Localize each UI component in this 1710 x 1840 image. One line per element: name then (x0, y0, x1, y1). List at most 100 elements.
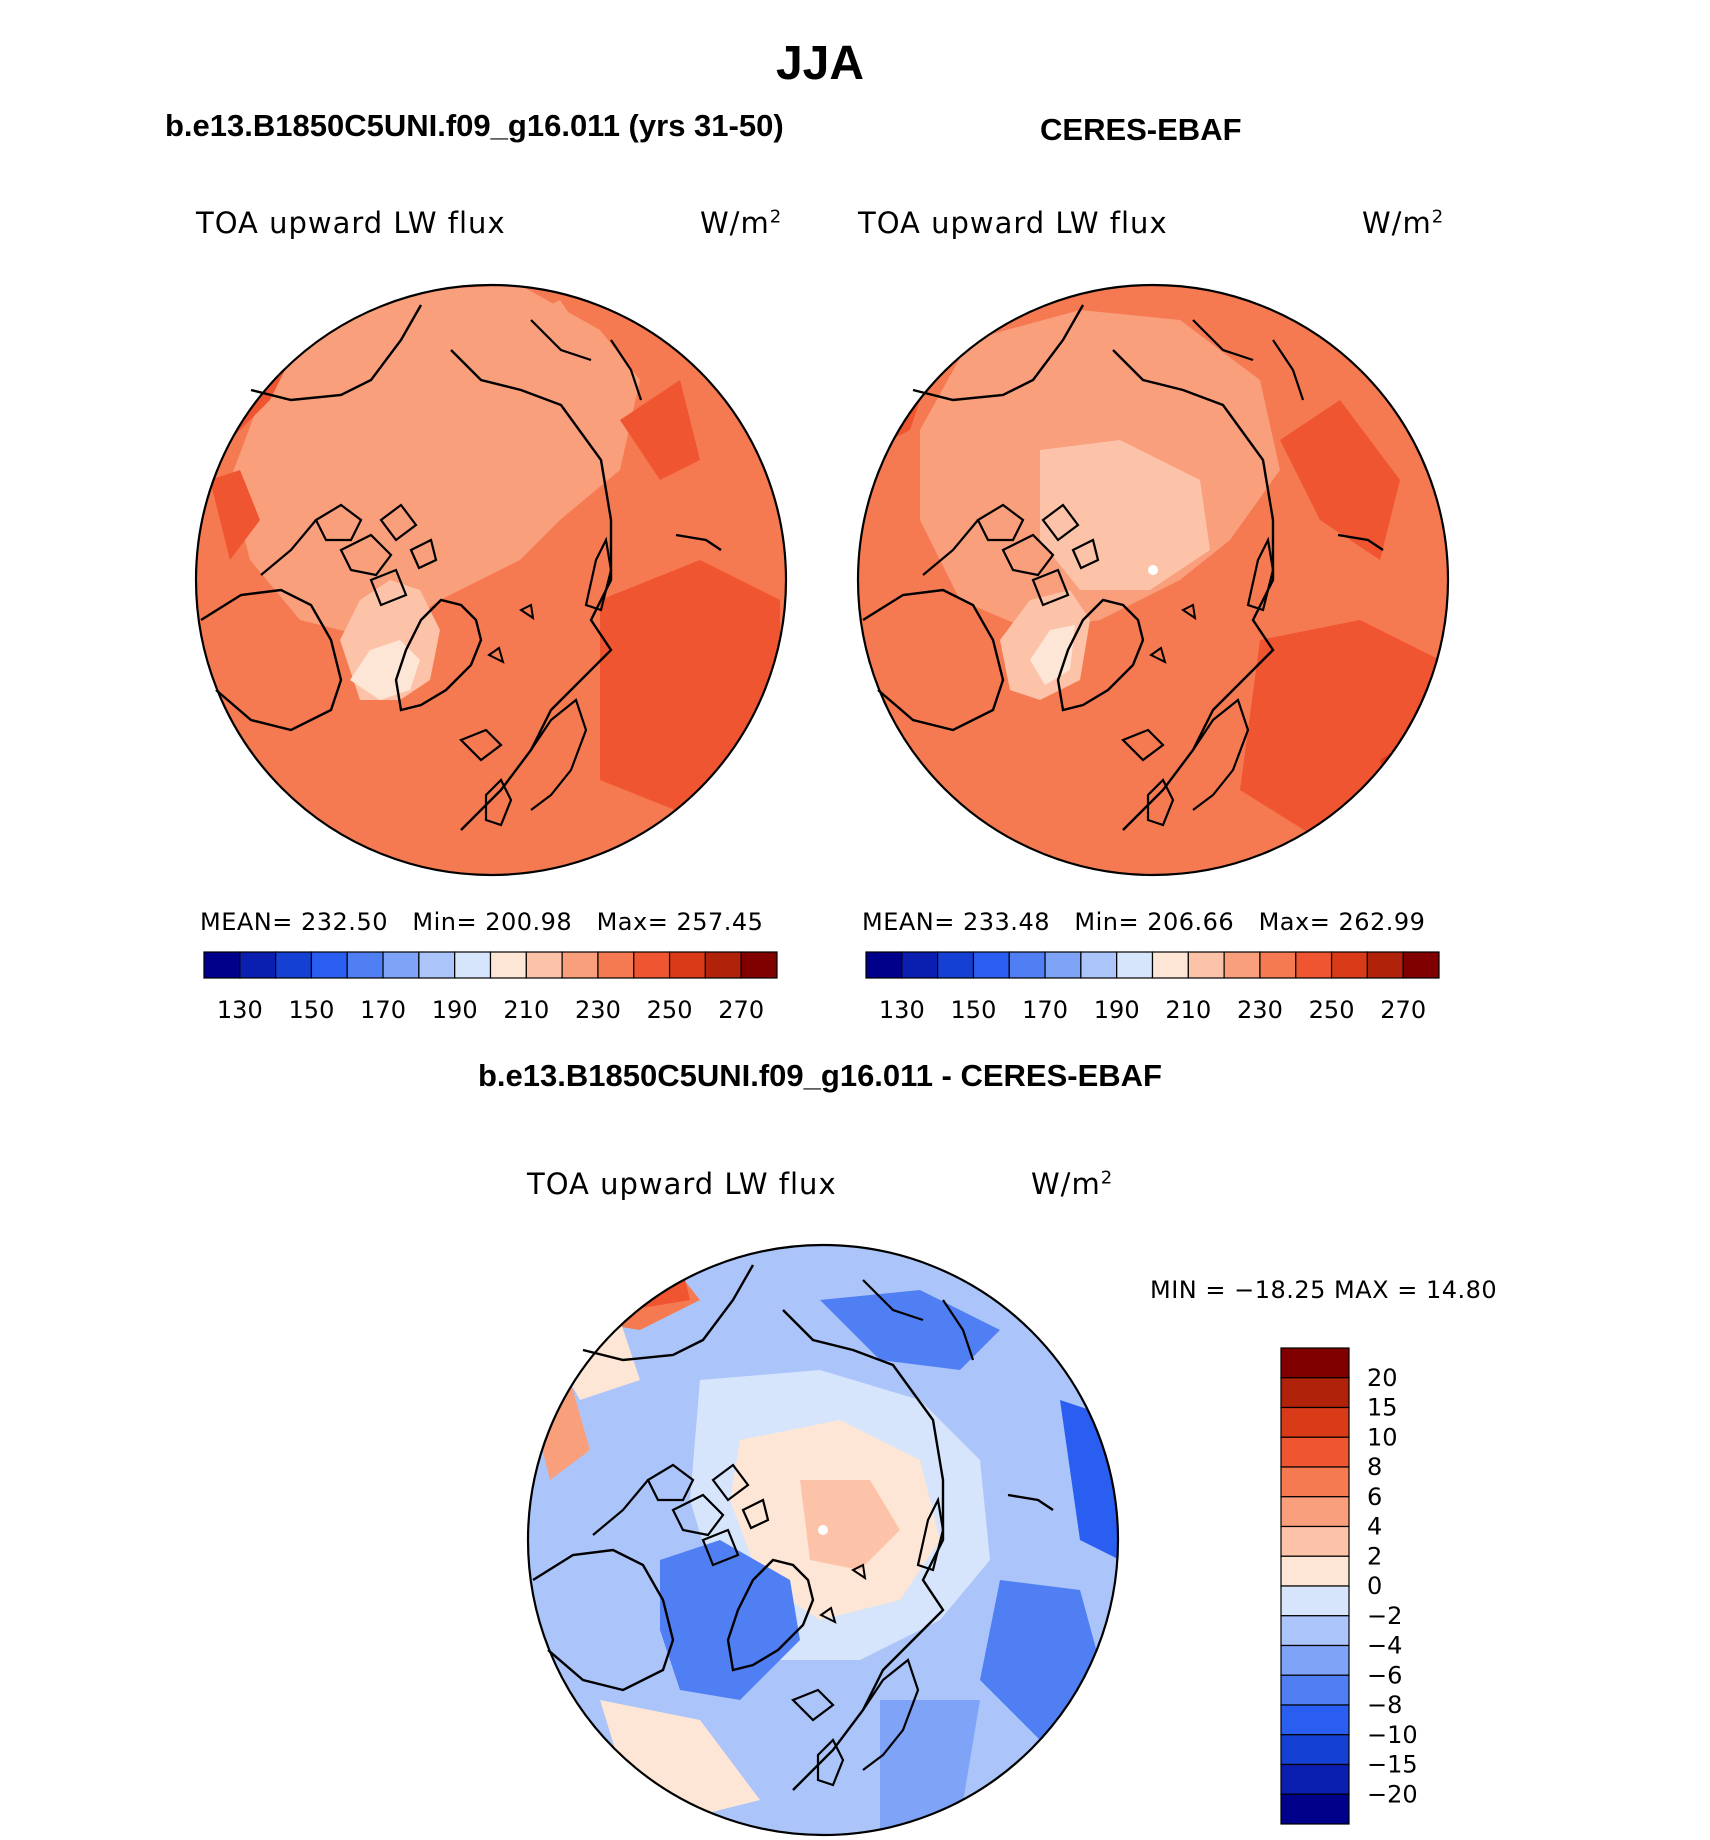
diff-variable-label: TOA upward LW flux (527, 1167, 837, 1201)
model-colorbar-box-14 (704, 951, 742, 979)
model-colorbar-box-13 (668, 951, 706, 979)
obs-colorbar-box-8 (1151, 951, 1189, 979)
diff-colorbar-box-6 (1280, 1525, 1350, 1557)
model-colorbar-box-2 (275, 951, 313, 979)
obs-colorbar-box-11 (1259, 951, 1297, 979)
model-colorbar: 130 150 170 190 210 230 250 270 (203, 951, 778, 1024)
model-colorbar-box-10 (561, 951, 599, 979)
obs-colorbar-tick-label: 190 (1094, 996, 1140, 1024)
diff-colorbar-box-0 (1280, 1347, 1350, 1379)
diff-colorbar-box-9 (1280, 1615, 1350, 1647)
model-colorbar-box-12 (633, 951, 671, 979)
diff-colorbar-tick-label: 0 (1367, 1572, 1382, 1600)
obs-colorbar-box-14 (1366, 951, 1404, 979)
model-colorbar-box-11 (597, 951, 635, 979)
obs-map-border (856, 283, 1450, 877)
obs-variable-label: TOA upward LW flux (858, 206, 1168, 240)
diff-colorbar-tick-label: 10 (1367, 1423, 1398, 1451)
diff-colorbar-tick-label: 20 (1367, 1364, 1398, 1392)
obs-colorbar-box-15 (1402, 951, 1440, 979)
model-colorbar-box-1 (239, 951, 277, 979)
model-colorbar-box-6 (418, 951, 456, 979)
model-panel-title: b.e13.B1850C5UNI.f09_g16.011 (yrs 31-50) (165, 108, 784, 143)
diff-colorbar-box-10 (1280, 1644, 1350, 1676)
diff-colorbar-tick-label: −2 (1367, 1602, 1402, 1630)
diff-minmax: MIN = −18.25 MAX = 14.80 (1150, 1276, 1498, 1304)
obs-colorbar-box-12 (1295, 951, 1333, 979)
model-map-border (194, 283, 788, 877)
diff-colorbar-box-11 (1280, 1674, 1350, 1706)
obs-panel-title: CERES-EBAF (1040, 112, 1242, 147)
obs-colorbar-tick-label: 130 (879, 996, 925, 1024)
diff-colorbar-tick-label: 2 (1367, 1542, 1382, 1570)
obs-colorbar-tick-label: 210 (1165, 996, 1211, 1024)
diff-colorbar-box-12 (1280, 1704, 1350, 1736)
diff-colorbar-tick-label: −15 (1367, 1751, 1418, 1779)
obs-colorbar-box-2 (937, 951, 975, 979)
obs-colorbar-tick-label: 150 (951, 996, 997, 1024)
diff-colorbar-tick-label: 6 (1367, 1483, 1382, 1511)
obs-colorbar-box-4 (1008, 951, 1046, 979)
obs-colorbar-box-1 (901, 951, 939, 979)
obs-colorbar-box-0 (865, 951, 903, 979)
diff-units-label: W/m2 (1031, 1167, 1114, 1201)
obs-colorbar-box-7 (1116, 951, 1154, 979)
diff-colorbar-tick-label: 8 (1367, 1453, 1382, 1481)
diff-colorbar-tick-label: 4 (1367, 1513, 1382, 1541)
obs-colorbar-box-10 (1223, 951, 1261, 979)
model-colorbar-tick-label: 250 (647, 996, 693, 1024)
model-colorbar-box-15 (740, 951, 778, 979)
model-units-label: W/m2 (700, 206, 783, 240)
model-colorbar-box-8 (489, 951, 527, 979)
diff-colorbar-tick-label: −10 (1367, 1721, 1418, 1749)
obs-colorbar-box-9 (1187, 951, 1225, 979)
diff-panel-title: b.e13.B1850C5UNI.f09_g16.011 - CERES-EBA… (477, 1058, 1162, 1093)
obs-stats: MEAN= 233.48 Min= 206.66 Max= 262.99 (862, 908, 1426, 936)
diff-colorbar-box-4 (1280, 1466, 1350, 1498)
obs-units-label: W/m2 (1362, 206, 1445, 240)
model-colorbar-box-4 (346, 951, 384, 979)
model-colorbar-tick-label: 230 (575, 996, 621, 1024)
model-colorbar-tick-label: 170 (360, 996, 406, 1024)
diff-colorbar-box-14 (1280, 1763, 1350, 1795)
model-colorbar-box-3 (310, 951, 348, 979)
diff-colorbar-tick-label: −4 (1367, 1632, 1402, 1660)
diff-colorbar-box-7 (1280, 1555, 1350, 1587)
obs-colorbar-tick-label: 270 (1380, 996, 1426, 1024)
main-title: JJA (775, 37, 865, 90)
model-colorbar-box-7 (454, 951, 492, 979)
obs-colorbar-tick-label: 230 (1237, 996, 1283, 1024)
diff-colorbar-tick-label: −8 (1367, 1691, 1402, 1719)
diff-map (528, 1245, 1118, 1835)
obs-colorbar-box-5 (1044, 951, 1082, 979)
model-colorbar-tick-label: 130 (217, 996, 263, 1024)
diff-colorbar-box-15 (1280, 1793, 1350, 1825)
model-colorbar-tick-label: 210 (503, 996, 549, 1024)
diff-colorbar-tick-label: −6 (1367, 1661, 1402, 1689)
diff-colorbar-box-8 (1280, 1585, 1350, 1617)
model-variable-label: TOA upward LW flux (196, 206, 506, 240)
diff-colorbar-tick-label: 15 (1367, 1394, 1398, 1422)
obs-colorbar-box-13 (1330, 951, 1368, 979)
model-colorbar-box-5 (382, 951, 420, 979)
diff-colorbar-box-2 (1280, 1406, 1350, 1438)
model-stats: MEAN= 232.50 Min= 200.98 Max= 257.45 (200, 908, 764, 936)
model-colorbar-box-9 (525, 951, 563, 979)
obs-colorbar-box-3 (972, 951, 1010, 979)
diff-colorbar-box-1 (1280, 1377, 1350, 1409)
model-colorbar-tick-label: 190 (432, 996, 478, 1024)
diff-colorbar-box-13 (1280, 1734, 1350, 1766)
diff-map-border (526, 1243, 1120, 1837)
model-colorbar-tick-label: 270 (718, 996, 764, 1024)
diff-colorbar-box-3 (1280, 1436, 1350, 1468)
obs-colorbar: 130 150 170 190 210 230 250 270 (865, 951, 1440, 1024)
obs-colorbar-tick-label: 250 (1309, 996, 1355, 1024)
obs-colorbar-box-6 (1080, 951, 1118, 979)
diff-colorbar-tick-label: −20 (1367, 1780, 1418, 1808)
obs-colorbar-tick-label: 170 (1022, 996, 1068, 1024)
model-colorbar-box-0 (203, 951, 241, 979)
diff-colorbar-box-5 (1280, 1496, 1350, 1528)
model-colorbar-tick-label: 150 (289, 996, 335, 1024)
